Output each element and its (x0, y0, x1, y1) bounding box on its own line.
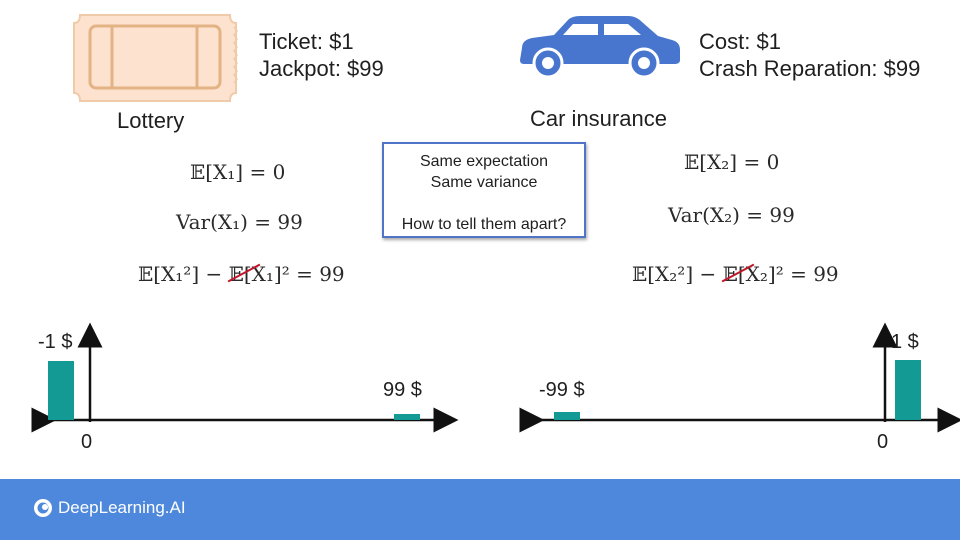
deeplearning-logo-icon (34, 499, 52, 517)
lottery-jackpot-text: Jackpot: $99 (259, 56, 384, 81)
insurance-caption: Car insurance (530, 106, 667, 131)
insurance-zero-label: 0 (877, 431, 889, 453)
insurance-bar-cost (895, 360, 921, 420)
callout-same-expectation: Same expectation (419, 153, 549, 170)
insurance-expectation-eq: 𝔼[X₂] = 0 (684, 150, 780, 174)
lottery-variance-eq: Var(X₁) = 99 (176, 210, 303, 234)
callout-question: How to tell them apart? (401, 216, 567, 233)
lottery-bar-loss-label: -1 $ (38, 331, 73, 353)
insurance-distribution-plot (519, 322, 960, 433)
insurance-bar-crash (554, 412, 580, 420)
lottery-zero-label: 0 (81, 431, 93, 453)
insurance-bar-cost-label: 1 $ (891, 331, 919, 353)
lottery-bar-jackpot-label: 99 $ (383, 379, 422, 401)
lottery-expectation-eq: 𝔼[X₁] = 0 (190, 160, 286, 184)
lottery-bar-jackpot (394, 414, 420, 420)
insurance-bar-crash-label: -99 $ (539, 379, 585, 401)
lottery-bar-loss (48, 361, 74, 420)
lottery-caption: Lottery (117, 108, 185, 133)
insurance-cost-text: Cost: $1 (699, 29, 781, 54)
insurance-variance-eq: Var(X₂) = 99 (668, 203, 795, 227)
lottery-ticket-text: Ticket: $1 (259, 29, 354, 54)
insurance-reparation-text: Crash Reparation: $99 (699, 56, 921, 81)
comparison-callout: Same expectation Same variance How to te… (382, 142, 586, 238)
lottery-distribution-plot (31, 322, 459, 433)
callout-same-variance: Same variance (430, 174, 538, 191)
brand: DeepLearning.AI (33, 498, 186, 518)
brand-name: DeepLearning.AI (58, 498, 186, 517)
ticket-icon (73, 14, 238, 102)
car-icon (520, 16, 680, 79)
footer-bar (0, 479, 960, 540)
